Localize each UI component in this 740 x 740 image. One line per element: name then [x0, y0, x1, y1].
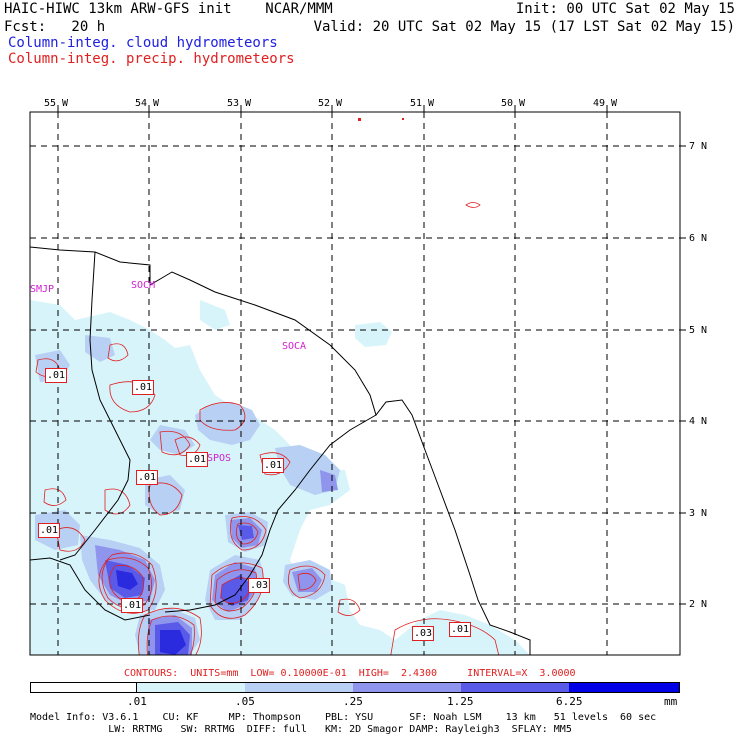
lon-label: 49 W	[593, 98, 618, 109]
lon-label: 55 W	[44, 98, 69, 109]
colorbar-tick: .01	[127, 695, 147, 708]
lon-label: 54 W	[135, 98, 160, 109]
lat-label: 5 N	[689, 325, 708, 336]
colorbar-tick: 6.25	[556, 695, 583, 708]
precip-dot	[402, 118, 404, 120]
contour-label: .01	[186, 452, 209, 467]
precip-dot	[358, 118, 361, 121]
lon-label: 50 W	[501, 98, 526, 109]
plot-title: HAIC-HIWC 13km ARW-GFS init NCAR/MMM	[4, 1, 333, 17]
contour-label: .03	[248, 578, 271, 593]
coastline	[30, 246, 531, 655]
station-label: SPOS	[207, 453, 232, 464]
lat-label: 7 N	[689, 141, 708, 152]
contour-label: .01	[45, 368, 68, 383]
contour-label: .01	[121, 598, 144, 613]
valid-time: Valid: 20 UTC Sat 02 May 15 (17 LST Sat …	[313, 19, 735, 35]
contour-label: .01	[262, 458, 285, 473]
lon-label: 53 W	[227, 98, 252, 109]
contour-label: .01	[136, 470, 159, 485]
station-label: SOCA	[282, 341, 307, 352]
colorbar-tick: .05	[235, 695, 255, 708]
colorbar-unit: mm	[664, 695, 678, 708]
colorbar-swatch	[569, 682, 680, 693]
model-info-line2: LW: RRTMG SW: RRTMG DIFF: full KM: 2D Sm…	[30, 724, 572, 735]
contours-info: CONTOURS: UNITS=mm LOW= 0.10000E-01 HIGH…	[124, 668, 576, 679]
forecast-hour: Fcst: 20 h	[4, 19, 106, 35]
lat-label: 2 N	[689, 599, 708, 610]
model-info-line1: Model Info: V3.6.1 CU: KF MP: Thompson P…	[30, 712, 657, 723]
field-precip-label: Column-integ. precip. hydrometeors	[8, 51, 295, 67]
colorbar-swatch	[245, 682, 353, 693]
contour-label: .03	[412, 626, 435, 641]
axis-ticks	[57, 105, 686, 605]
lat-label: 3 N	[689, 508, 708, 519]
hydrometeor-fill	[30, 300, 530, 655]
colorbar-frame	[30, 682, 680, 693]
contour-label: .01	[38, 523, 61, 538]
field-cloud-label: Column-integ. cloud hydrometeors	[8, 35, 278, 51]
lon-label: 52 W	[318, 98, 343, 109]
contour-label: .01	[449, 622, 472, 637]
colorbar-swatch	[137, 682, 245, 693]
colorbar-tick: 1.25	[447, 695, 474, 708]
init-time: Init: 00 UTC Sat 02 May 15	[515, 1, 735, 17]
colorbar-tick: .25	[343, 695, 363, 708]
colorbar-swatch	[461, 682, 569, 693]
lat-label: 4 N	[689, 416, 708, 427]
colorbar-swatch	[353, 682, 461, 693]
lon-label: 51 W	[410, 98, 435, 109]
station-label: SOCM	[131, 280, 156, 291]
contour-label: .01	[132, 380, 155, 395]
lat-lon-grid	[30, 112, 680, 655]
station-label: SMJP	[30, 284, 55, 295]
lat-label: 6 N	[689, 233, 708, 244]
map-frame	[29, 111, 681, 656]
